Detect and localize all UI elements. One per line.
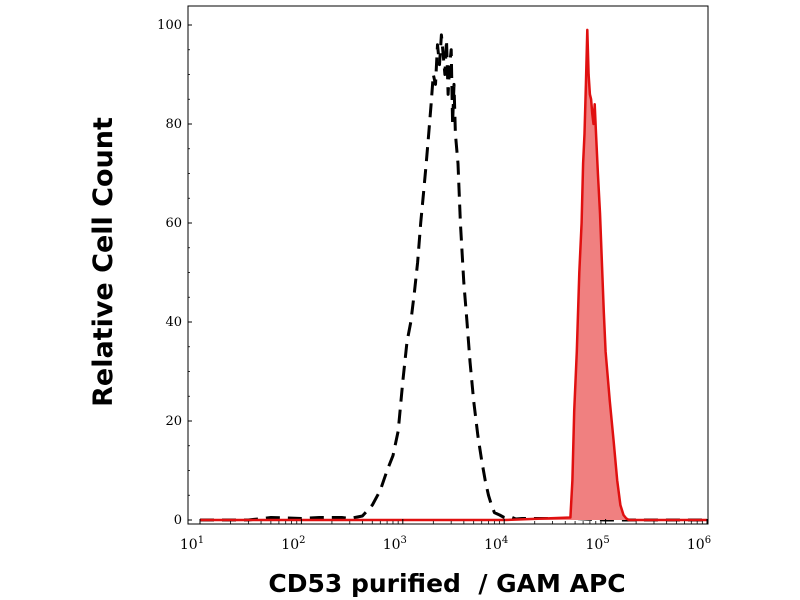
x-axis-label: CD53 purified / GAM APC (268, 569, 625, 598)
y-axis-label: Relative Cell Count (88, 117, 119, 407)
y-tick-label: 20 (165, 414, 182, 429)
x-tick-label: 105 (585, 535, 609, 553)
x-tick-label: 106 (687, 535, 711, 553)
x-tick-label: 101 (180, 535, 204, 553)
series-1-line (200, 28, 707, 522)
y-tick-label: 80 (165, 117, 182, 132)
x-tick-label: 104 (484, 535, 508, 553)
y-tick-label: 100 (157, 18, 182, 33)
y-tick-label: 40 (165, 315, 182, 330)
y-tick-label: 0 (174, 513, 182, 528)
plot-marks (200, 28, 707, 522)
x-axis-ticks: 101 102 103 104 105 106 (180, 519, 711, 553)
y-tick-label: 60 (165, 216, 182, 231)
series-0-line (200, 33, 707, 522)
x-tick-label: 102 (281, 535, 305, 553)
y-axis-ticks: 0 20 40 60 80 100 (157, 18, 192, 528)
plot-frame (187, 5, 709, 525)
series-1-area (200, 29, 707, 521)
x-tick-label: 103 (383, 535, 407, 553)
